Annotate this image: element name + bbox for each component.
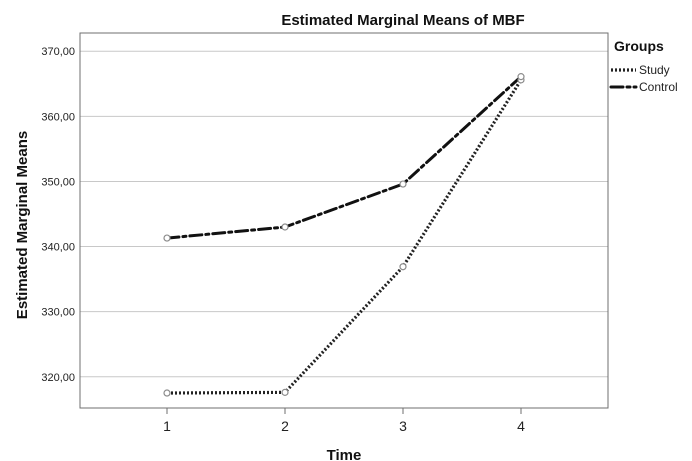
data-point-control [163, 234, 171, 242]
x-axis-label: Time [327, 447, 362, 461]
y-tick-label: 340,00 [41, 242, 75, 254]
y-axis-label: Estimated Marginal Means [14, 131, 31, 319]
x-tick-label: 1 [163, 418, 171, 434]
y-tick-label: 350,00 [41, 176, 75, 188]
data-point-study [399, 263, 407, 271]
series-points [163, 73, 525, 397]
series-line-control [165, 75, 523, 240]
legend-title: Groups [614, 38, 664, 54]
series-line-study [166, 79, 523, 395]
legend-label-study: Study [639, 63, 670, 77]
grid-lines [80, 50, 608, 378]
y-tick-label: 360,00 [41, 111, 75, 123]
y-tick-label: 320,00 [41, 372, 75, 384]
legend-items: Study Control [609, 63, 678, 94]
y-axis-ticks: 320,00 330,00 340,00 350,00 360,00 370,00 [41, 46, 75, 384]
series-lines [165, 75, 523, 395]
x-tick-label: 4 [517, 418, 525, 434]
data-point-study [163, 389, 171, 397]
x-tick-label: 2 [281, 418, 289, 434]
legend-label-control: Control [639, 80, 678, 94]
data-point-control [517, 73, 525, 81]
x-tick-label: 3 [399, 418, 407, 434]
y-tick-label: 370,00 [41, 46, 75, 58]
data-point-control [281, 223, 289, 231]
plot-area-frame [79, 32, 609, 409]
x-axis-ticks: 1 2 3 4 [163, 408, 525, 434]
y-tick-label: 330,00 [41, 307, 75, 319]
chart-title: Estimated Marginal Means of MBF [281, 12, 524, 29]
legend: Groups Study Control [609, 38, 678, 94]
data-point-study [281, 388, 289, 396]
data-point-control [399, 180, 407, 188]
